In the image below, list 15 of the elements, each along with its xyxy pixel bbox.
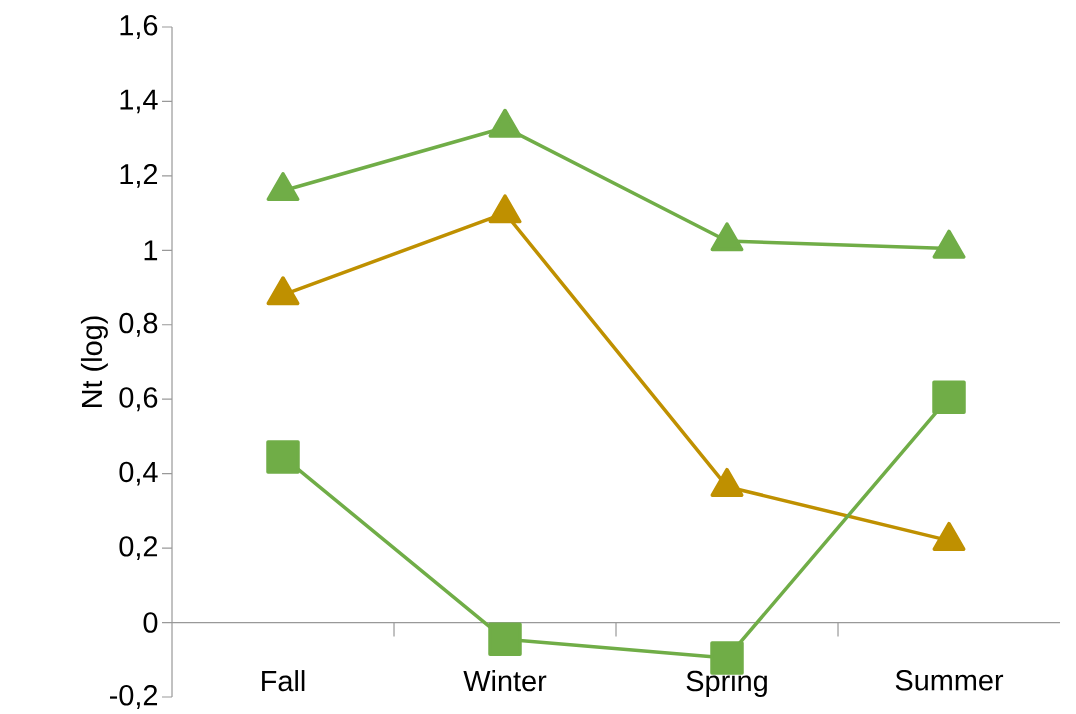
x-tick-label: Fall (262, 670, 305, 692)
y-tick-label: 0,8 (119, 312, 158, 337)
y-tick-label: 1,2 (120, 163, 158, 188)
x-tick-label: Spring (686, 670, 767, 697)
y-tick-label: 0,2 (119, 536, 158, 561)
x-tick-label: Summer (895, 670, 1004, 691)
y-axis-title: Nt (log) (80, 316, 108, 407)
y-tick-label: 1 (144, 240, 158, 261)
y-tick-label: 0,6 (119, 387, 158, 412)
y-tick-label: 1,4 (120, 89, 158, 114)
y-tick-label: -0,2 (109, 685, 158, 709)
y-tick-label: 0 (143, 612, 158, 633)
x-tick-label: Winter (463, 670, 547, 692)
y-tick-label: 1,6 (120, 15, 158, 39)
y-tick-label: 0,4 (119, 461, 158, 486)
